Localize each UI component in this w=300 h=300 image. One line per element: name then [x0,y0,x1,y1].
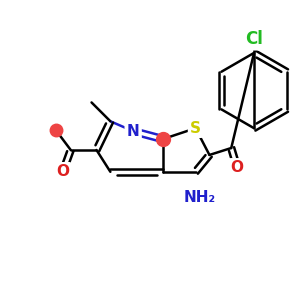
Text: O: O [231,160,244,175]
Text: NH₂: NH₂ [184,190,216,205]
Text: O: O [56,164,69,179]
Text: Cl: Cl [245,30,263,48]
Text: N: N [127,124,140,139]
Text: S: S [190,121,201,136]
